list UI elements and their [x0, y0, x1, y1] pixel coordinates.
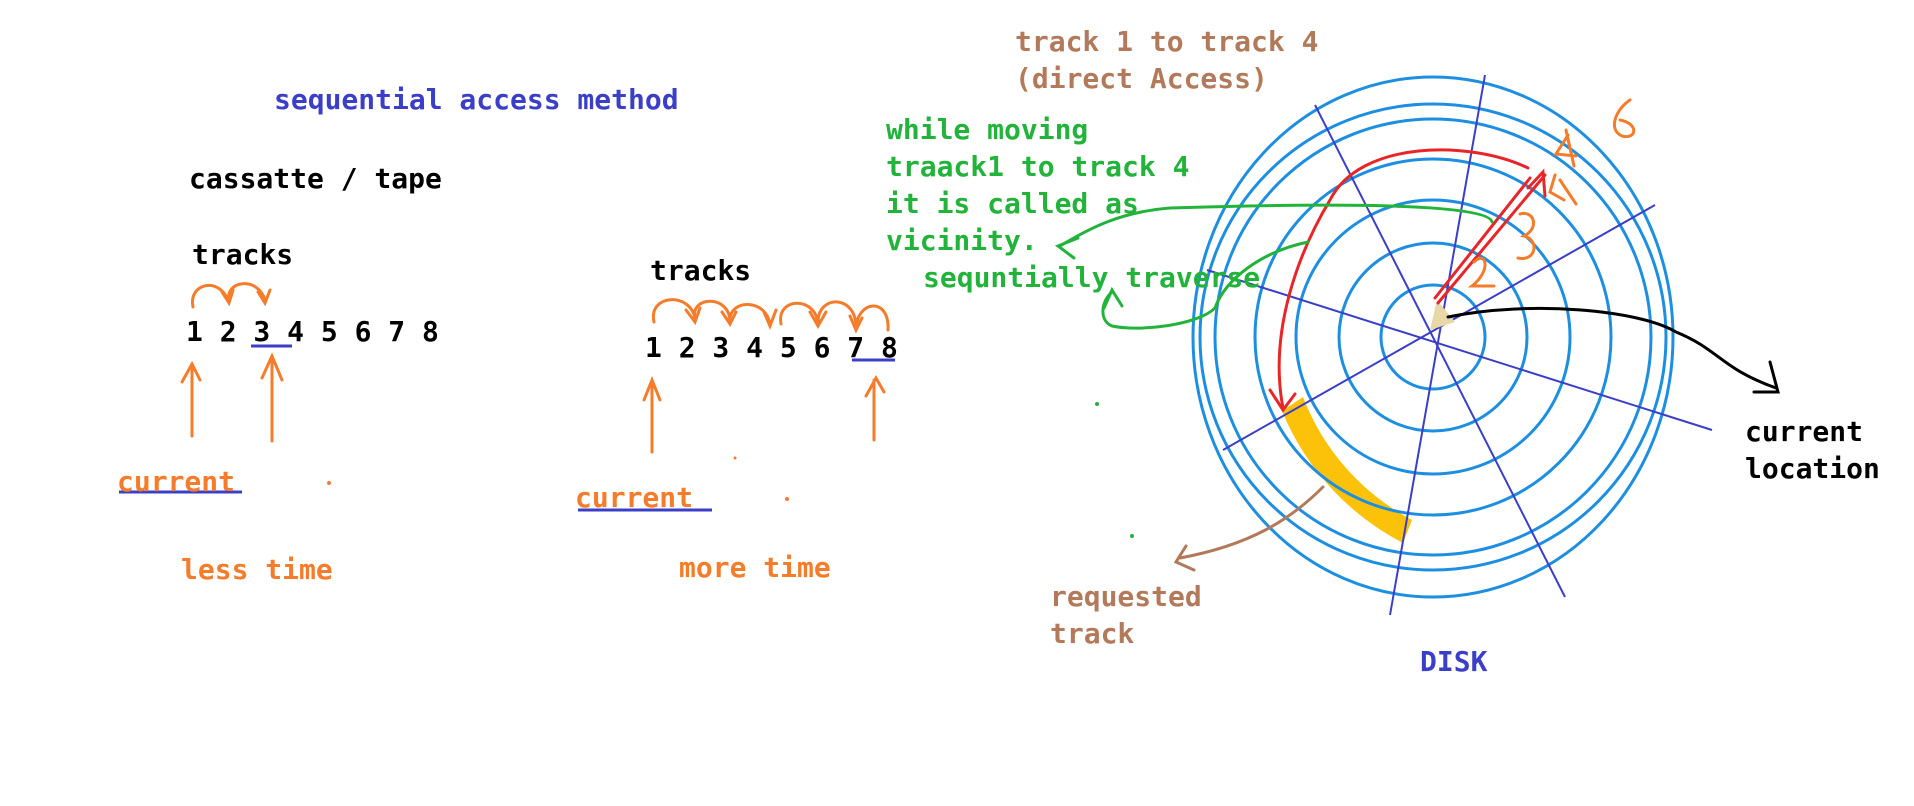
vicinity-note-line1: while moving: [886, 113, 1089, 146]
disk: [1191, 74, 1713, 616]
disk-sectors: [1206, 74, 1713, 616]
middle-time-label: more time: [679, 551, 831, 584]
tape-label: cassatte / tape: [189, 162, 442, 195]
vicinity-note-line5: sequntially traverse: [923, 261, 1261, 294]
left-time-label: less time: [181, 553, 333, 586]
disk-tracks: [1191, 75, 1675, 599]
middle-tracks-label: tracks: [650, 254, 752, 287]
direct-jump-arrows: [1268, 148, 1547, 413]
disk-caption: DISK: [1420, 645, 1488, 678]
disk-heading-line1: track 1 to track 4: [1015, 25, 1319, 58]
left-title: sequential access method: [274, 83, 679, 116]
left-up-arrows: [180, 352, 284, 443]
left-track-numbers: 1 2 3 4 5 6 7 8: [186, 315, 439, 348]
current-location-line2: location: [1745, 452, 1880, 485]
vicinity-note-line4: vicinity.: [886, 224, 1038, 257]
current-location-line1: current: [1745, 415, 1864, 448]
requested-track-line2: track: [1050, 617, 1135, 650]
handwritten-track-marks: [1467, 98, 1636, 288]
requested-track-arrow: [1173, 485, 1325, 572]
vicinity-note-line2: traack1 to track 4: [886, 150, 1190, 183]
middle-current-label: current: [575, 481, 694, 514]
left-tracks-label: tracks: [192, 238, 294, 271]
vicinity-note-line3: it is called as: [886, 187, 1139, 220]
stray-dots: [327, 402, 1134, 538]
middle-hop-arrows: [652, 298, 890, 334]
middle-track-numbers: 1 2 3 4 5 6 7 8: [645, 331, 898, 364]
left-current-label: current: [117, 465, 236, 498]
middle-up-arrows: [642, 374, 886, 454]
requested-track-highlight: [1282, 397, 1412, 543]
current-location-marker: [1430, 300, 1455, 330]
left-hop-arrows: [191, 282, 272, 309]
requested-track-line1: requested: [1050, 580, 1202, 613]
vicinity-arrows: [1054, 203, 1494, 330]
disk-heading-line2: (direct Access): [1015, 62, 1268, 95]
current-location-arrow: [1446, 306, 1780, 394]
